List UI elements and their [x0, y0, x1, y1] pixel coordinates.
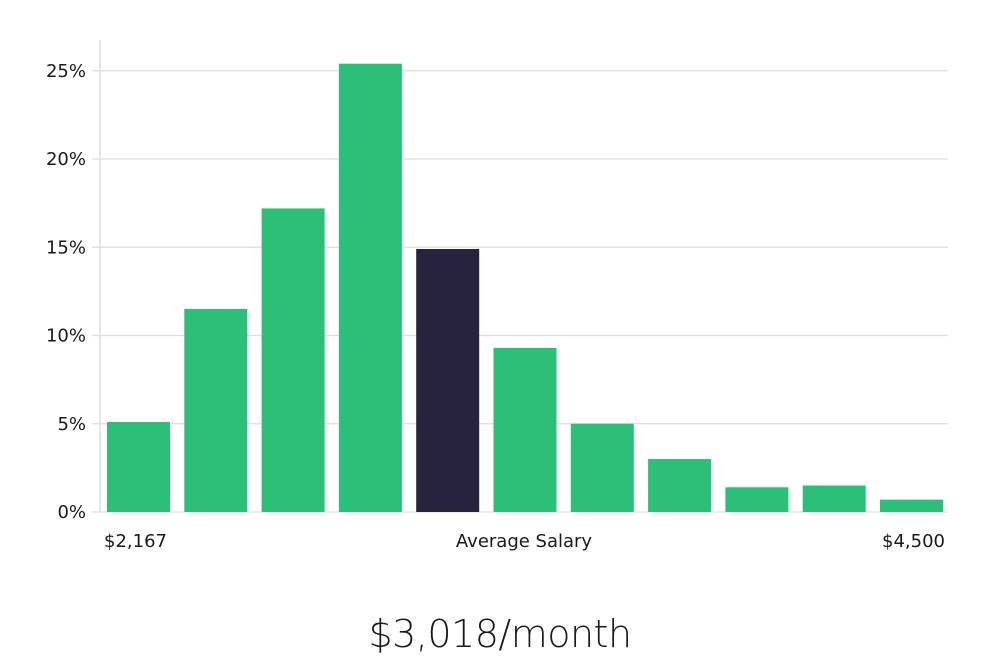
y-tick-label: 15% — [46, 237, 86, 258]
bar-average — [416, 249, 480, 512]
bar — [107, 421, 170, 512]
y-axis: 0% 5% 10% 15% 20% 25% — [46, 40, 101, 523]
y-tick-label: 0% — [57, 502, 86, 523]
bar — [338, 63, 402, 512]
bar — [725, 487, 789, 512]
average-salary-value: $3,018/month — [368, 612, 632, 656]
x-min-label: $2,167 — [104, 531, 167, 552]
bar — [880, 499, 943, 512]
bar — [184, 309, 248, 512]
y-tick-label: 10% — [46, 326, 86, 347]
bar — [261, 208, 325, 513]
bar — [493, 347, 557, 512]
bars — [107, 63, 943, 513]
salary-distribution-chart: 0% 5% 10% 15% 20% 25% $2,167 Average Salary $… — [46, 40, 948, 552]
y-tick-label: 25% — [46, 61, 86, 82]
x-max-label: $4,500 — [882, 531, 945, 552]
bar — [802, 485, 866, 512]
bar — [570, 423, 634, 512]
x-axis-label: Average Salary — [456, 531, 593, 552]
y-tick-label: 5% — [57, 414, 86, 435]
y-tick-label: 20% — [46, 149, 86, 170]
bar — [648, 459, 712, 512]
